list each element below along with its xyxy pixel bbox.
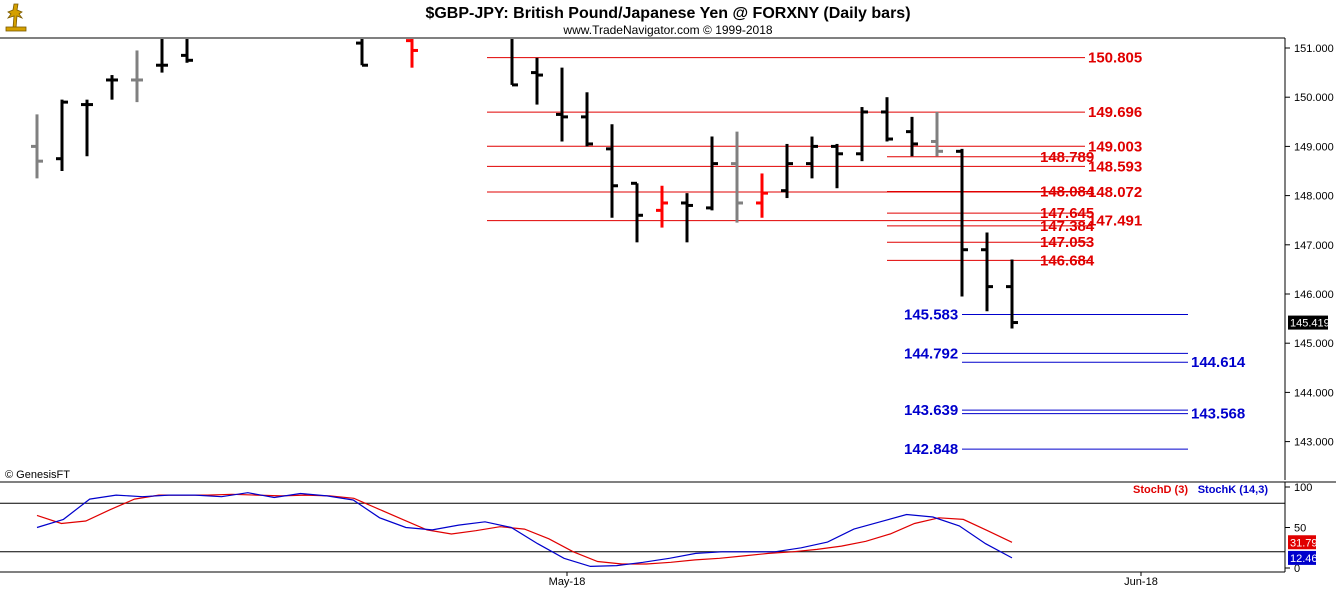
stochastic-tick-label: 100 (1294, 482, 1312, 494)
stochastic-tick-label: 0 (1294, 563, 1300, 575)
ohlc-bar (681, 193, 693, 243)
date-axis: May-18 Jun-18 (549, 572, 1158, 588)
ohlc-bar (656, 185, 668, 228)
last-price-label: 145.419 (1290, 318, 1330, 330)
legend-stochd: StochD (3) (1133, 484, 1188, 496)
ohlc-bar (181, 39, 193, 63)
ohlc-bar (831, 143, 843, 189)
price-panel: 151.000 150.000 149.000 148.000 147.000 146.0… (0, 37, 1334, 480)
ohlc-bar (581, 92, 593, 147)
price-tick-label: 147.000 (1294, 240, 1334, 252)
ohlc-bar (706, 136, 718, 211)
stochk-line (36, 492, 1013, 568)
credit-label: © GenesisFT (5, 469, 70, 481)
ohlc-bar (406, 39, 418, 68)
stochd-value-box (1288, 535, 1316, 550)
price-tick-label: 149.000 (1294, 141, 1334, 153)
ohlc-bar (931, 111, 943, 157)
chart-title: $GBP-JPY: British Pound/Japanese Yen @ F… (425, 5, 910, 22)
level-label: 147.384 (1040, 218, 1095, 235)
ohlc-bar (881, 97, 893, 142)
level-label: 147.645 (1040, 205, 1094, 222)
price-tick-label: 146.000 (1294, 289, 1334, 301)
last-price-box (1288, 315, 1328, 330)
ohlc-bar (556, 67, 568, 142)
stochd-value: 31.79 (1290, 537, 1318, 549)
level-label: 149.003 (1088, 138, 1142, 155)
price-tick-label: 144.000 (1294, 387, 1334, 399)
price-tick-label: 148.000 (1294, 191, 1334, 203)
ohlc-bar (981, 232, 993, 312)
stochastic-lines (36, 492, 1013, 568)
ohlc-bars (31, 39, 1018, 329)
level-label: 143.639 (904, 402, 958, 419)
level-label: 144.614 (1191, 354, 1246, 371)
ohlc-bar (1006, 259, 1018, 329)
stochastic-panel: 100 50 0 31.79 12.46 StochD (3) StochK (14,… (0, 481, 1336, 575)
ohlc-bar (856, 107, 868, 162)
stochastic-y-axis: 100 50 0 (1285, 482, 1312, 575)
level-label: 145.583 (904, 307, 958, 324)
ohlc-bar (631, 181, 643, 243)
stochk-value-box (1288, 550, 1316, 565)
ohlc-bar (106, 75, 118, 100)
level-label: 147.053 (1040, 234, 1094, 251)
stochastic-value-tags: 31.79 12.46 (1288, 535, 1318, 565)
ohlc-bar (806, 136, 818, 179)
level-label: 149.696 (1088, 104, 1142, 121)
ohlc-bar (606, 124, 618, 218)
ohlc-bar (56, 99, 68, 171)
level-label: 144.792 (904, 345, 958, 362)
level-label: 148.789 (1040, 149, 1094, 166)
chart-subtitle: www.TradeNavigator.com © 1999-2018 (562, 23, 772, 37)
ohlc-bar (356, 39, 368, 67)
level-label: 146.684 (1040, 252, 1095, 269)
ohlc-bar (156, 39, 168, 73)
ohlc-bar (956, 148, 968, 297)
price-tick-label: 143.000 (1294, 437, 1334, 449)
date-tick-label: May-18 (549, 576, 586, 588)
ohlc-bar (906, 116, 918, 157)
ohlc-bar (531, 57, 543, 105)
level-label: 148.593 (1088, 158, 1142, 175)
date-tick-label: Jun-18 (1124, 576, 1158, 588)
price-tick-label: 145.000 (1294, 338, 1334, 350)
level-label: 148.072 (1088, 184, 1142, 201)
stochk-value: 12.46 (1290, 553, 1318, 565)
ohlc-bar (510, 39, 518, 87)
ohlc-bar (781, 143, 793, 199)
level-label: 147.491 (1088, 213, 1142, 230)
last-price-tag: 145.419 (1288, 315, 1330, 330)
stochastic-reference-lines (0, 502, 1285, 553)
price-tick-label: 151.000 (1294, 43, 1334, 55)
ohlc-bar (31, 114, 43, 179)
ohlc-bar (731, 131, 743, 223)
level-label: 142.848 (904, 441, 958, 458)
ohlc-bar (131, 50, 143, 103)
stochastic-tick-label: 50 (1294, 523, 1306, 535)
price-y-axis: 151.000 150.000 149.000 148.000 147.000 146.0… (1285, 43, 1334, 449)
ohlc-bar (756, 173, 768, 218)
legend-stochk: StochK (14,3) (1198, 484, 1269, 496)
logo-icon (5, 3, 27, 32)
ohlc-bar (81, 99, 93, 157)
price-tick-label: 150.000 (1294, 92, 1334, 104)
level-label: 150.805 (1088, 50, 1142, 67)
level-label: 143.568 (1191, 406, 1245, 423)
